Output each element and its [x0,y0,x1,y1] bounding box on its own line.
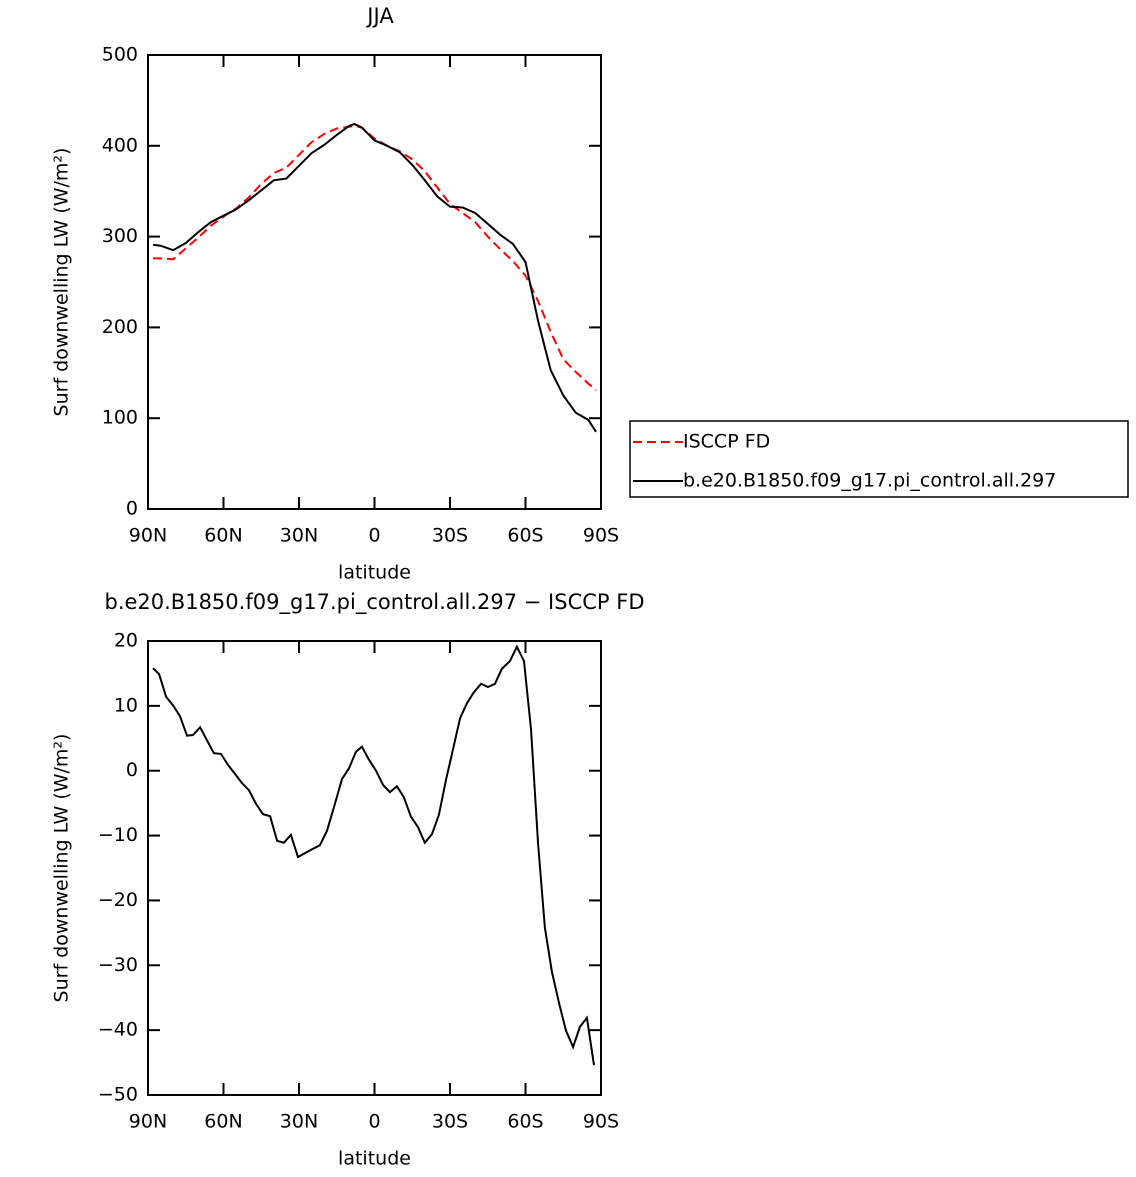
y-tick-label: 300 [102,225,138,247]
y-tick-label: 20 [114,630,138,652]
y-tick-label: 100 [102,407,138,429]
y-tick-label: 400 [102,134,138,156]
y-tick-label: 0 [126,759,138,781]
y-tick-label: 10 [114,694,138,716]
x-tick-label: 30S [432,1111,468,1133]
x-tick-label: 60N [204,1111,242,1133]
chart-title: JJA [365,4,394,28]
chart-title: b.e20.B1850.f09_g17.pi_control.all.297 −… [104,590,644,615]
y-tick-label: −50 [98,1084,138,1106]
x-tick-label: 60S [507,1111,543,1133]
x-axis-label: latitude [338,1148,411,1170]
y-tick-label: −40 [98,1019,138,1041]
x-tick-label: 90N [129,1111,167,1133]
x-tick-label: 0 [368,525,380,547]
x-tick-label: 0 [368,1111,380,1133]
y-tick-label: 500 [102,44,138,66]
x-tick-label: 90S [583,525,619,547]
plot-frame [147,640,602,1096]
legend-label: ISCCP FD [683,431,770,453]
x-tick-label: 60N [204,525,242,547]
data-line [152,122,597,433]
legend-label: b.e20.B1850.f09_g17.pi_control.all.297 [683,470,1056,492]
plot-frame [147,54,602,510]
data-line [153,124,597,391]
x-axis-label: latitude [338,562,411,584]
legend-box [629,420,1129,498]
x-tick-label: 90S [583,1111,619,1133]
x-tick-label: 30S [432,525,468,547]
y-tick-label: 200 [102,316,138,338]
x-tick-label: 90N [129,525,167,547]
x-tick-label: 60S [507,525,543,547]
y-axis-label: Surf downwelling LW (W/m²) [51,148,73,417]
y-tick-label: −30 [98,954,138,976]
y-tick-label: −20 [98,889,138,911]
y-tick-label: −10 [98,824,138,846]
data-line [152,644,595,1066]
x-tick-label: 30N [280,1111,318,1133]
y-axis-label: Surf downwelling LW (W/m²) [51,734,73,1003]
x-tick-label: 30N [280,525,318,547]
y-tick-label: 0 [126,498,138,520]
